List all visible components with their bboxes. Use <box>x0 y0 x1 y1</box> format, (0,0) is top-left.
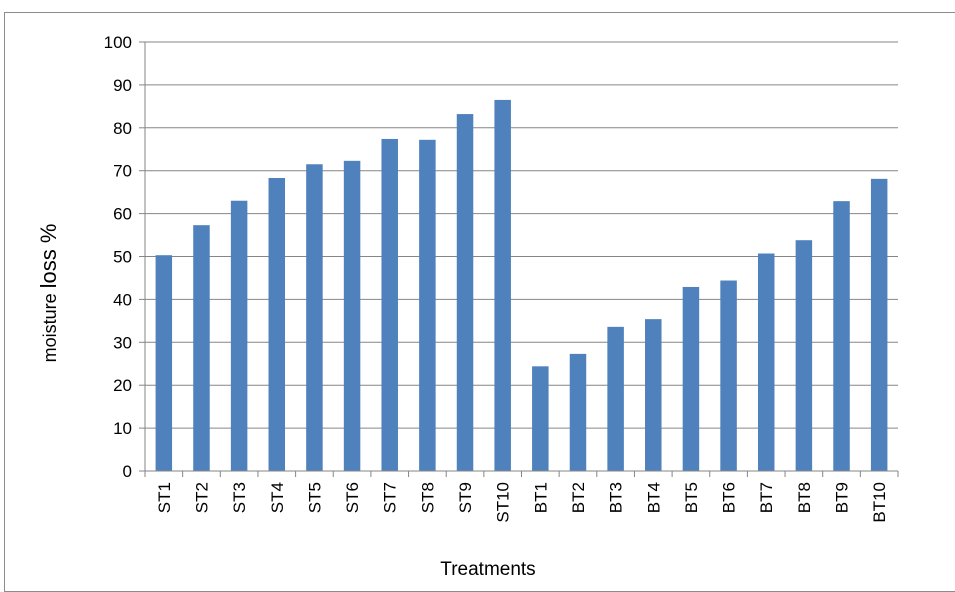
y-axis-title: moisture loss % <box>36 224 61 363</box>
bar-st4 <box>268 177 286 472</box>
bar-bt3 <box>607 326 624 471</box>
bar-bt1 <box>532 366 549 471</box>
y-tick-label: 70 <box>113 162 132 181</box>
x-tick-label: BT6 <box>720 482 739 513</box>
bar-st3 <box>230 200 248 472</box>
x-tick-label: ST2 <box>192 482 211 513</box>
x-tick-label: BT9 <box>833 482 852 513</box>
bar-st5 <box>306 164 323 471</box>
bar-bt7 <box>757 253 775 471</box>
x-tick-label: BT3 <box>607 482 626 513</box>
bar-bt5 <box>682 286 700 471</box>
x-tick-label: ST4 <box>268 482 287 513</box>
y-tick-label: 50 <box>113 248 132 267</box>
y-tick-label: 10 <box>113 419 132 438</box>
y-axis-title-part-2: loss % <box>36 224 61 289</box>
x-tick-label: BT8 <box>795 482 814 513</box>
bar-bt6 <box>720 280 737 471</box>
bar-series <box>155 99 888 472</box>
bar-bt4 <box>645 319 662 471</box>
x-tick-label: BT5 <box>682 482 701 513</box>
x-tick-label: ST8 <box>418 482 437 513</box>
y-axis-title-part-1: moisture <box>40 288 60 362</box>
y-tick-label: 40 <box>113 290 132 309</box>
x-tick-label: ST3 <box>230 482 249 513</box>
x-tick-label: ST9 <box>456 482 475 513</box>
bar-st7 <box>381 138 398 472</box>
x-tick-label: ST6 <box>343 482 362 513</box>
x-tick-label: BT10 <box>870 482 889 523</box>
y-tick-label: 0 <box>123 462 132 481</box>
y-tick-label: 80 <box>113 119 132 138</box>
x-tick-label: BT2 <box>569 482 588 513</box>
gridlines <box>145 41 898 429</box>
y-tick-labels: 0 10 20 30 40 50 60 70 80 90 100 <box>104 33 132 481</box>
bar-st10 <box>494 99 511 471</box>
y-tick-label: 20 <box>113 376 132 395</box>
y-tick-label: 100 <box>104 33 132 52</box>
y-tick-label: 90 <box>113 76 132 95</box>
bar-bt2 <box>569 353 587 471</box>
x-tick-label: BT4 <box>644 482 663 513</box>
axes <box>139 41 899 477</box>
y-tick-label: 60 <box>113 205 132 224</box>
x-tick-label: ST5 <box>305 482 324 513</box>
x-tick-labels: ST1 ST2 ST3 ST4 ST5 ST6 ST7 ST8 ST9 ST10 BT1 BT2 BT3… <box>155 482 889 523</box>
bar-st9 <box>456 114 474 472</box>
bar-bt8 <box>795 240 813 471</box>
bar-bt9 <box>833 201 850 471</box>
bar-st2 <box>193 225 210 471</box>
bar-bt10 <box>870 178 888 471</box>
bar-st1 <box>155 255 173 471</box>
x-tick-label: ST10 <box>494 482 513 523</box>
bar-st6 <box>343 160 361 471</box>
x-tick-label: ST7 <box>381 482 400 513</box>
bar-st8 <box>419 139 436 471</box>
y-tick-label: 30 <box>113 333 132 352</box>
x-tick-label: BT1 <box>531 482 550 513</box>
x-axis-title: Treatments <box>440 559 535 580</box>
x-tick-label: BT7 <box>757 482 776 513</box>
x-tick-label: ST1 <box>155 482 174 513</box>
